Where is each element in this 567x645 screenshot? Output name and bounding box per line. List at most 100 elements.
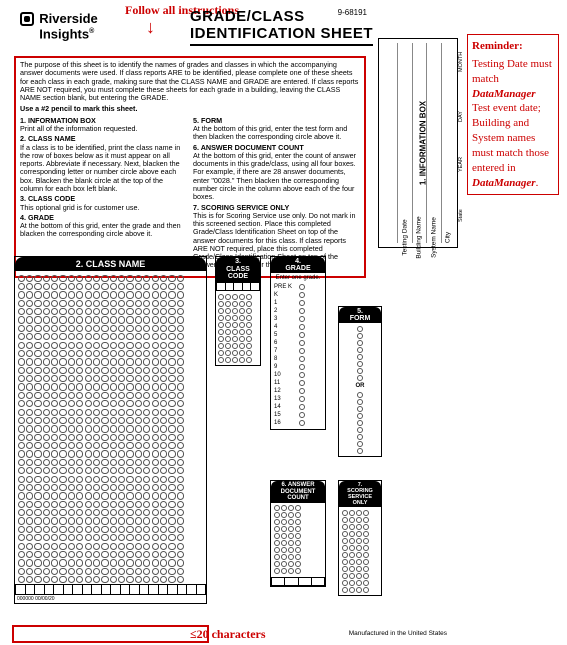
form-bubble[interactable] (357, 347, 363, 353)
bubble[interactable] (51, 333, 58, 340)
bubble[interactable] (93, 442, 100, 449)
bubble[interactable] (152, 291, 159, 298)
bubble[interactable] (288, 526, 294, 532)
bubble[interactable] (160, 543, 167, 550)
bubble[interactable] (34, 492, 41, 499)
bubble[interactable] (177, 476, 184, 483)
bubble[interactable] (152, 551, 159, 558)
bubble[interactable] (76, 367, 83, 374)
bubble[interactable] (177, 501, 184, 508)
bubble[interactable] (168, 559, 175, 566)
bubble[interactable] (110, 367, 117, 374)
bubble[interactable] (43, 392, 50, 399)
bubble[interactable] (59, 526, 66, 533)
bubble[interactable] (118, 568, 125, 575)
bubble[interactable] (160, 291, 167, 298)
bubble[interactable] (68, 543, 75, 550)
bubble[interactable] (152, 501, 159, 508)
bubble[interactable] (126, 392, 133, 399)
bubble[interactable] (76, 425, 83, 432)
bubble[interactable] (85, 450, 92, 457)
bubble[interactable] (26, 476, 33, 483)
bubble[interactable] (93, 526, 100, 533)
bubble[interactable] (356, 510, 362, 516)
bubble[interactable] (160, 492, 167, 499)
bubble[interactable] (177, 559, 184, 566)
bubble[interactable] (93, 325, 100, 332)
bubble[interactable] (225, 336, 231, 342)
bubble[interactable] (68, 392, 75, 399)
bubble[interactable] (18, 576, 25, 583)
bubble[interactable] (68, 358, 75, 365)
bubble[interactable] (85, 467, 92, 474)
bubble[interactable] (246, 336, 252, 342)
bubble[interactable] (135, 467, 142, 474)
bubble[interactable] (85, 409, 92, 416)
bubble[interactable] (18, 467, 25, 474)
bubble[interactable] (288, 540, 294, 546)
bubble[interactable] (51, 383, 58, 390)
bubble[interactable] (288, 554, 294, 560)
bubble[interactable] (76, 442, 83, 449)
bubble[interactable] (101, 325, 108, 332)
bubble[interactable] (26, 325, 33, 332)
bubble[interactable] (356, 566, 362, 572)
bubble[interactable] (34, 383, 41, 390)
bubble[interactable] (93, 517, 100, 524)
bubble[interactable] (274, 554, 280, 560)
bubble[interactable] (68, 325, 75, 332)
bubble[interactable] (218, 322, 224, 328)
bubble[interactable] (93, 576, 100, 583)
bubble[interactable] (76, 333, 83, 340)
bubble[interactable] (342, 573, 348, 579)
bubble[interactable] (76, 392, 83, 399)
form-bubble[interactable] (357, 420, 363, 426)
grade-bubble[interactable] (299, 348, 305, 354)
bubble[interactable] (85, 509, 92, 516)
bubble[interactable] (118, 501, 125, 508)
bubble[interactable] (68, 517, 75, 524)
bubble[interactable] (177, 375, 184, 382)
bubble[interactable] (18, 392, 25, 399)
bubble[interactable] (218, 336, 224, 342)
bubble[interactable] (288, 547, 294, 553)
bubble[interactable] (43, 367, 50, 374)
bubble[interactable] (51, 291, 58, 298)
bubble[interactable] (85, 308, 92, 315)
bubble[interactable] (126, 543, 133, 550)
bubble[interactable] (43, 492, 50, 499)
bubble[interactable] (59, 417, 66, 424)
bubble[interactable] (177, 417, 184, 424)
bubble[interactable] (118, 492, 125, 499)
bubble[interactable] (51, 425, 58, 432)
bubble[interactable] (281, 526, 287, 532)
bubble[interactable] (18, 425, 25, 432)
bubble[interactable] (101, 517, 108, 524)
bubble[interactable] (68, 300, 75, 307)
bubble[interactable] (168, 450, 175, 457)
bubble[interactable] (126, 275, 133, 282)
bubble[interactable] (246, 308, 252, 314)
bubble[interactable] (168, 467, 175, 474)
bubble[interactable] (18, 517, 25, 524)
bubble[interactable] (59, 283, 66, 290)
bubble[interactable] (288, 568, 294, 574)
grade-bubble[interactable] (299, 372, 305, 378)
bubble[interactable] (68, 568, 75, 575)
bubble[interactable] (118, 442, 125, 449)
bubble[interactable] (59, 308, 66, 315)
bubble[interactable] (246, 322, 252, 328)
bubble[interactable] (110, 492, 117, 499)
bubble[interactable] (168, 425, 175, 432)
bubble[interactable] (349, 566, 355, 572)
bubble[interactable] (168, 442, 175, 449)
bubble[interactable] (68, 551, 75, 558)
bubble[interactable] (26, 467, 33, 474)
bubble[interactable] (34, 325, 41, 332)
bubble[interactable] (93, 492, 100, 499)
bubble[interactable] (110, 459, 117, 466)
bubble[interactable] (126, 367, 133, 374)
bubble[interactable] (168, 517, 175, 524)
bubble[interactable] (51, 442, 58, 449)
bubble[interactable] (177, 543, 184, 550)
